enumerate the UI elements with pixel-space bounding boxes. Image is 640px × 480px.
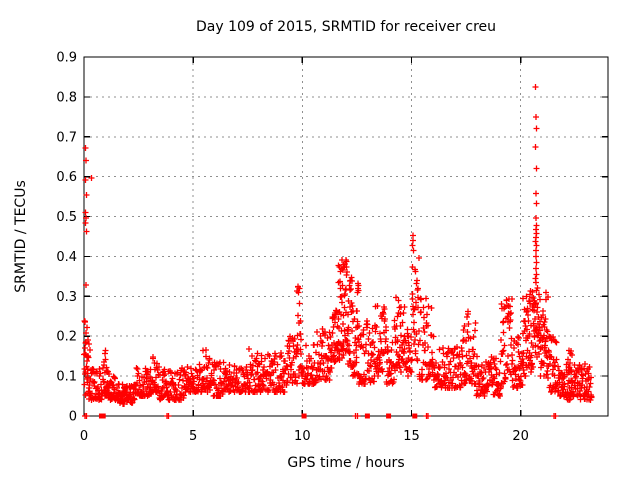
zero-value-square-marker: [100, 413, 106, 419]
y-tick-label: 0.9: [56, 51, 77, 66]
zero-value-square-marker: [386, 413, 392, 419]
zero-value-square-marker: [364, 413, 370, 419]
y-tick-label: 0.8: [56, 90, 77, 105]
y-axis-label: SRMTID / TECUs: [13, 180, 29, 293]
x-tick-label: 15: [403, 429, 420, 444]
x-tick-label: 5: [189, 429, 197, 444]
scatter-points-layer: [81, 84, 595, 419]
y-tick-label: 0.2: [56, 330, 77, 345]
x-axis-label: GPS time / hours: [287, 455, 404, 471]
x-tick-label: 10: [294, 429, 311, 444]
scatter-plus-markers: [81, 84, 595, 419]
zero-value-square-marker: [301, 413, 307, 419]
x-tick-label: 0: [80, 429, 88, 444]
y-tick-label: 0.7: [56, 130, 77, 145]
y-tick-label: 0.3: [56, 290, 77, 305]
y-tick-label: 0.4: [56, 250, 77, 265]
plot-border: [83, 56, 609, 417]
y-tick-label: 0: [69, 410, 77, 425]
y-tick-label: 0.1: [56, 370, 77, 385]
x-tick-label: 20: [512, 429, 529, 444]
y-tick-label: 0.5: [56, 210, 77, 225]
tick-labels-layer: 0 5 10 15 20 0 0.1 0.2 0.3 0.4 0.5 0.6 0.7 0.8 0.9: [56, 51, 529, 445]
zero-value-square-marker: [412, 413, 418, 419]
y-tick-label: 0.6: [56, 170, 77, 185]
chart-title: Day 109 of 2015, SRMTID for receiver cre…: [196, 19, 496, 35]
